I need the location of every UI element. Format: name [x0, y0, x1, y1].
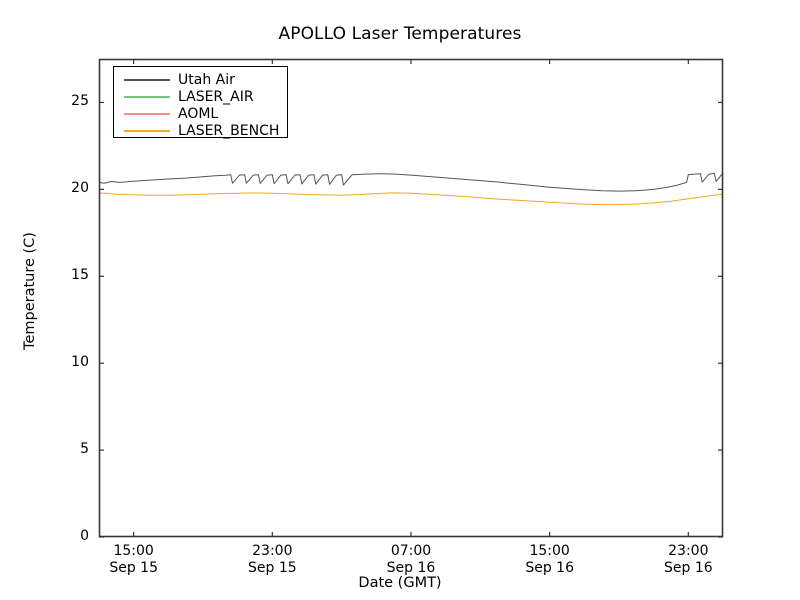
legend-label: LASER_AIR [178, 89, 254, 105]
series-line-utah-air [98, 172, 724, 192]
y-tick-label: 15 [71, 267, 89, 284]
x-tick-time: 23:00 [668, 543, 709, 559]
legend-label: Utah Air [178, 72, 235, 88]
legend-color-swatch [124, 79, 170, 81]
x-tick-date: Sep 16 [386, 560, 436, 576]
y-axis-label: Temperature (C) [22, 232, 38, 350]
x-tick-time: 07:00 [390, 543, 432, 559]
x-tick-date: Sep 16 [664, 560, 713, 576]
legend[interactable]: Utah Air LASER_AIR AOML LASER_BENCH [113, 66, 288, 140]
x-tick-label: 15:00 Sep 16 [490, 543, 610, 577]
series-line-laser-bench [98, 192, 724, 206]
legend-label: LASER_BENCH [178, 123, 280, 139]
y-tick-label: 0 [80, 528, 89, 544]
x-tick-label: 07:00 Sep 16 [351, 543, 471, 577]
legend-color-swatch [124, 113, 170, 115]
chart-title: APOLLO Laser Temperatures [278, 24, 522, 44]
legend-item-utah-air[interactable]: Utah Air [114, 71, 287, 89]
y-tick-label: 25 [71, 93, 89, 110]
y-tick-label: 5 [80, 441, 89, 458]
axis-ticks [99, 59, 723, 538]
legend-item-aoml[interactable]: AOML [114, 105, 287, 123]
x-tick-date: Sep 15 [109, 560, 158, 576]
y-tick-label: 20 [71, 180, 89, 197]
legend-item-laser-air[interactable]: LASER_AIR [114, 88, 287, 106]
legend-color-swatch [124, 96, 170, 98]
y-tick-label: 10 [71, 354, 89, 371]
x-tick-label: 23:00 Sep 15 [212, 543, 332, 577]
series-layer [98, 172, 724, 206]
legend-item-laser-bench[interactable]: LASER_BENCH [114, 122, 287, 140]
x-tick-date: Sep 15 [248, 560, 297, 576]
x-tick-time: 15:00 [529, 543, 570, 559]
legend-color-swatch [124, 130, 170, 132]
x-tick-label: 15:00 Sep 15 [74, 543, 194, 577]
legend-label: AOML [178, 106, 219, 122]
x-tick-time: 23:00 [252, 543, 293, 559]
x-tick-label: 23:00 Sep 16 [628, 543, 748, 577]
x-tick-time: 15:00 [113, 543, 154, 559]
x-axis-label: Date (GMT) [358, 575, 442, 591]
x-tick-date: Sep 16 [525, 560, 574, 576]
